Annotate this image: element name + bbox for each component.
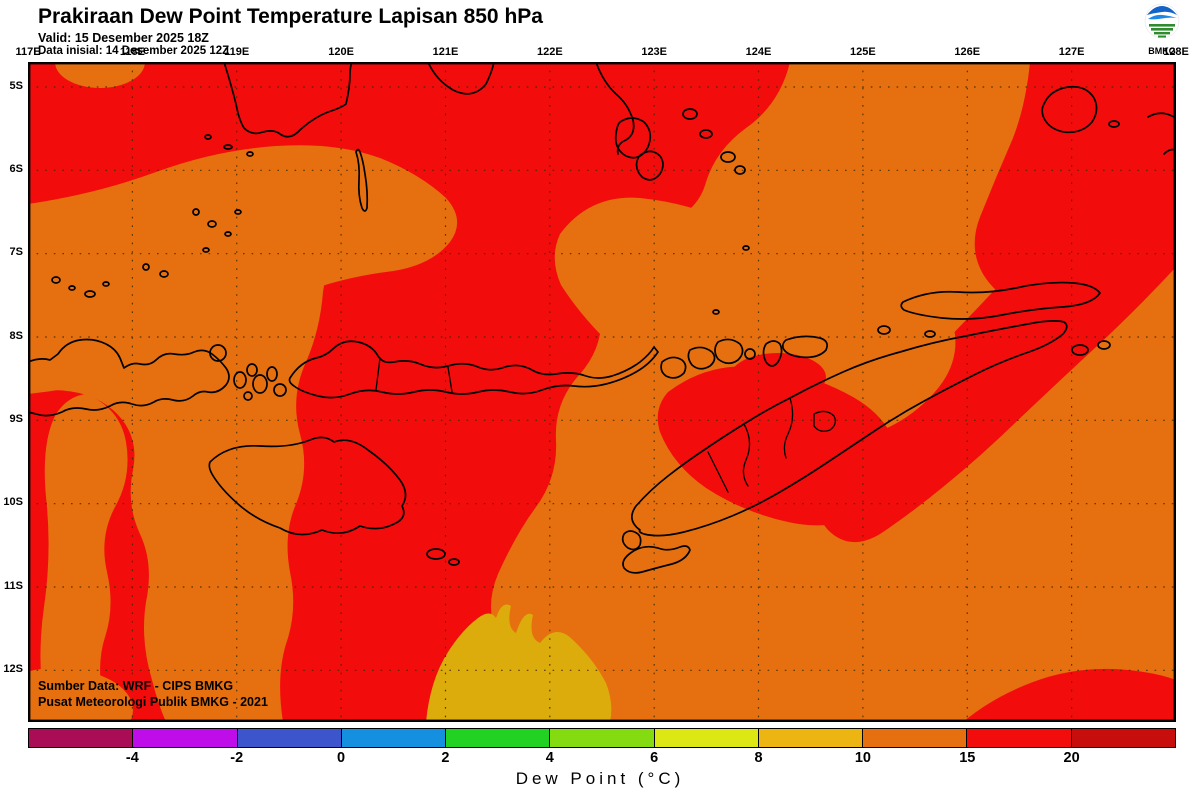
bmkg-logo-icon [1144,3,1180,39]
colorbar-tick-labels: -4 -2 0 2 4 6 8 10 15 20 [28,750,1176,768]
plot-border [28,62,1176,722]
lon-tick: 128E [1163,46,1189,58]
dewpoint-region-gold [426,604,612,722]
lon-tick: 117E [15,46,41,58]
coastline-gulf-of-bone [427,62,495,95]
lon-tick: 121E [432,46,459,58]
coastline-moyo [209,344,227,362]
lon-tick: 122E [536,46,563,58]
lon-tick: 119E [224,46,250,58]
latitude-axis: 5S 6S 7S 8S 9S 10S 11S 12S [0,62,26,722]
coastline-sumbawa [28,338,230,417]
valid-time-label: Valid: 15 Desember 2025 18Z [38,31,209,45]
colorbar-segment [862,729,967,747]
lat-tick: 8S [9,330,23,342]
colorbar-segment [132,729,237,747]
attribution-source: Sumber Data: WRF - CIPS BMKG [38,679,234,693]
colorbar-segment [445,729,550,747]
colorbar-tick: -2 [230,750,244,766]
lat-tick: 7S [9,246,23,258]
coastline-buru [1041,85,1098,134]
colorbar-tick: 2 [441,750,450,766]
coastline-timor [631,320,1068,537]
lat-tick: 12S [3,663,23,675]
lat-tick: 11S [4,580,23,592]
lat-tick: 5S [9,80,23,92]
colorbar-caption: Dew Point (°C) [515,769,685,788]
colorbar-tick: 4 [545,750,554,766]
coastline-selayar [355,148,369,212]
timor-internal-borders [707,397,794,493]
coastline-alor [781,335,828,359]
colorbar-segment [1070,729,1175,747]
colorbar-tick: 15 [959,750,976,766]
coastline-se-sulawesi [595,62,635,155]
coastline-semau [621,530,642,551]
colorbar-segment [966,729,1071,747]
colorbar-tick: 20 [1063,750,1080,766]
lon-tick: 126E [954,46,981,58]
lon-tick: 125E [850,46,876,58]
colorbar-segment [653,729,758,747]
dewpoint-region-red-timor [657,353,899,526]
bmkg-logo: BMKG [1140,2,1184,56]
coastline-south-sulawesi [223,62,353,138]
attribution: Sumber Data: WRF - CIPS BMKG Pusat Meteo… [38,678,268,710]
bmkg-logo-text: BMKG [1148,46,1176,56]
coastline-rote [622,545,691,574]
attribution-org: Pusat Meteorologi Publik BMKG - 2021 [38,695,268,709]
lat-tick: 9S [9,413,23,425]
colorbar-tick: -4 [125,750,139,766]
colorbar-segment [549,729,654,747]
colorbar-tick: 8 [754,750,763,766]
lat-tick: 6S [9,163,23,175]
coastlines [28,62,1176,574]
lat-tick: 10S [3,496,23,508]
colorbar-tick: 10 [854,750,871,766]
lon-tick: 118E [119,46,145,58]
lon-tick: 120E [328,46,354,58]
dew-point-field-map [28,62,1176,722]
longitude-axis: 117E 118E 119E 120E 121E 122E 123E 124E … [15,46,1188,60]
lon-tick: 124E [745,46,772,58]
colorbar-segment [236,729,341,747]
coastline-sumba [208,436,407,536]
map-plot-area: Sumber Data: WRF - CIPS BMKG Pusat Meteo… [28,62,1176,722]
page-title: Prakiraan Dew Point Temperature Lapisan … [38,5,543,28]
colorbar-segment [757,729,863,747]
colorbar [28,728,1176,748]
coastline-wetar [900,281,1101,320]
init-time-label: Data inisial: 14 Desember 2025 12Z [38,45,230,57]
colorbar-segment [29,729,133,747]
dewpoint-region-orange-intrusions [28,62,956,722]
colorbar-segment [340,729,446,747]
coastline-flores [288,340,659,399]
lon-tick: 123E [641,46,668,58]
colorbar-tick: 0 [337,750,346,766]
lon-tick: 127E [1058,46,1085,58]
colorbar-tick: 6 [650,750,659,766]
